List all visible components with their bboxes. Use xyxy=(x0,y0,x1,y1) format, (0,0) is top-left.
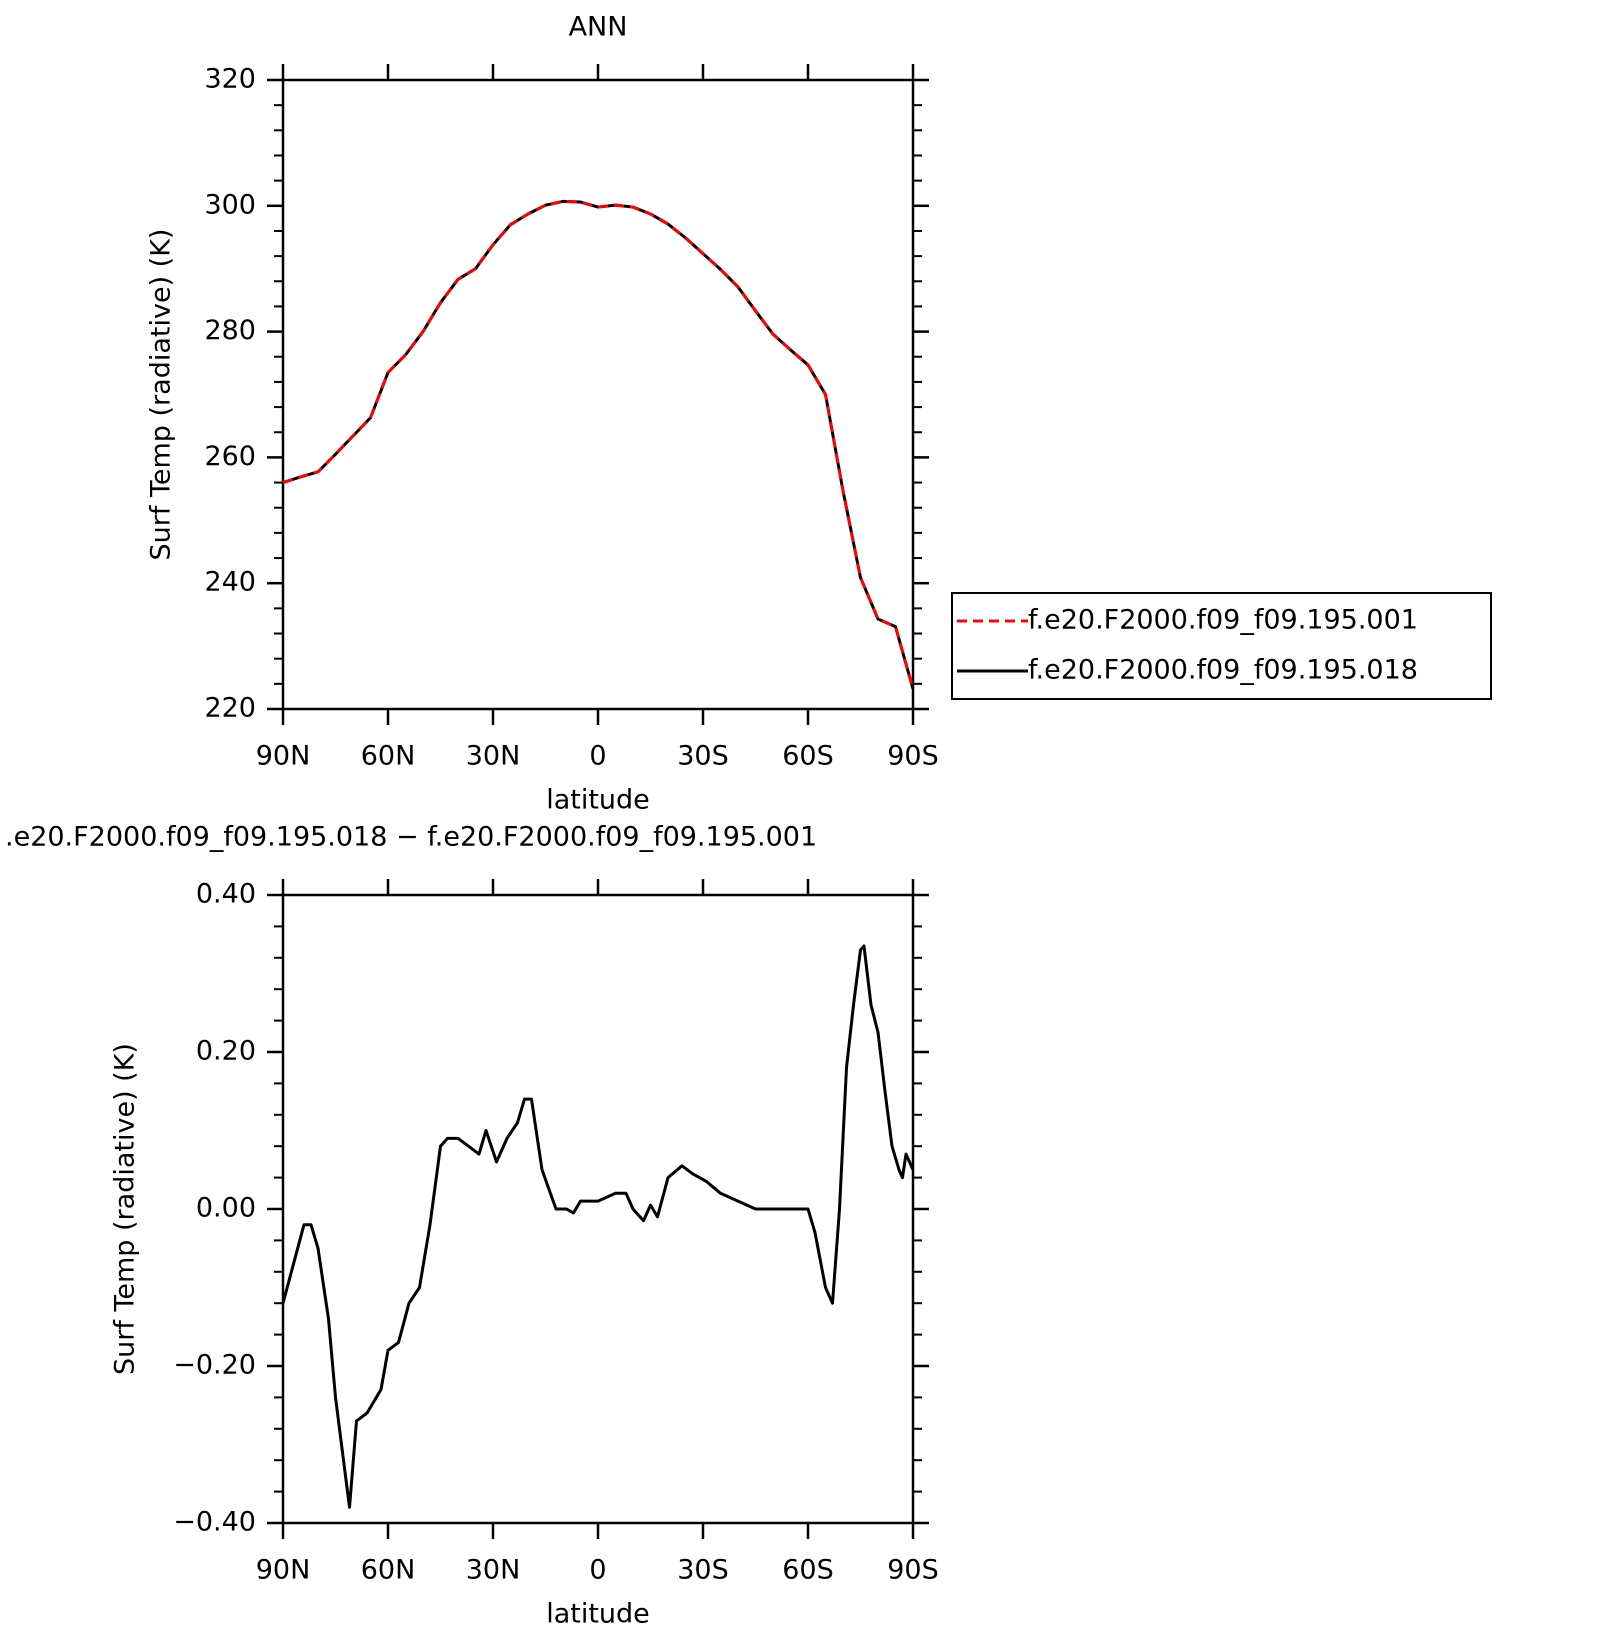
x-tick-label: 30S xyxy=(677,741,729,772)
x-tick-label: 90N xyxy=(256,1555,311,1586)
x-axis-label: latitude xyxy=(546,785,650,816)
x-axis-label: latitude xyxy=(546,1599,650,1630)
series-line xyxy=(282,199,915,690)
series-line xyxy=(281,944,915,1509)
x-tick-label: 90S xyxy=(887,741,939,772)
y-axis-label: Surf Temp (radiative) (K) xyxy=(110,1043,141,1375)
x-tick-label: 60S xyxy=(782,1555,834,1586)
y-tick-label: 320 xyxy=(204,64,256,95)
x-tick-label: 30N xyxy=(466,741,521,772)
x-tick-label: 60S xyxy=(782,741,834,772)
x-tick-label: 60N xyxy=(361,1555,416,1586)
chart-title: .e20.F2000.f09_f09.195.018 − f.e20.F2000… xyxy=(5,822,817,853)
plot-frame xyxy=(281,893,915,1525)
x-tick-label: 30S xyxy=(677,1555,729,1586)
legend-box xyxy=(951,592,1492,700)
y-tick-label: 220 xyxy=(204,693,256,724)
y-tick-label: 0.40 xyxy=(196,879,256,910)
x-tick-label: 90N xyxy=(256,741,311,772)
y-tick-label: −0.40 xyxy=(173,1507,256,1538)
y-tick-label: 0.20 xyxy=(196,1036,256,1067)
y-tick-label: 0.00 xyxy=(196,1193,256,1224)
y-tick-label: 280 xyxy=(204,315,256,346)
legend-label: f.e20.F2000.f09_f09.195.018 xyxy=(1028,655,1418,686)
x-tick-label: 60N xyxy=(361,741,416,772)
y-tick-label: 300 xyxy=(204,189,256,220)
y-tick-label: 260 xyxy=(204,441,256,472)
y-tick-label: 240 xyxy=(204,567,256,598)
y-tick-label: −0.20 xyxy=(173,1350,256,1381)
x-tick-label: 90S xyxy=(887,1555,939,1586)
x-tick-label: 0 xyxy=(589,1555,606,1586)
x-tick-label: 0 xyxy=(589,741,606,772)
chart-title: ANN xyxy=(569,12,628,43)
plot-frame xyxy=(281,78,915,711)
y-axis-label: Surf Temp (radiative) (K) xyxy=(146,229,177,561)
legend-label: f.e20.F2000.f09_f09.195.001 xyxy=(1028,605,1418,636)
x-tick-label: 30N xyxy=(466,1555,521,1586)
